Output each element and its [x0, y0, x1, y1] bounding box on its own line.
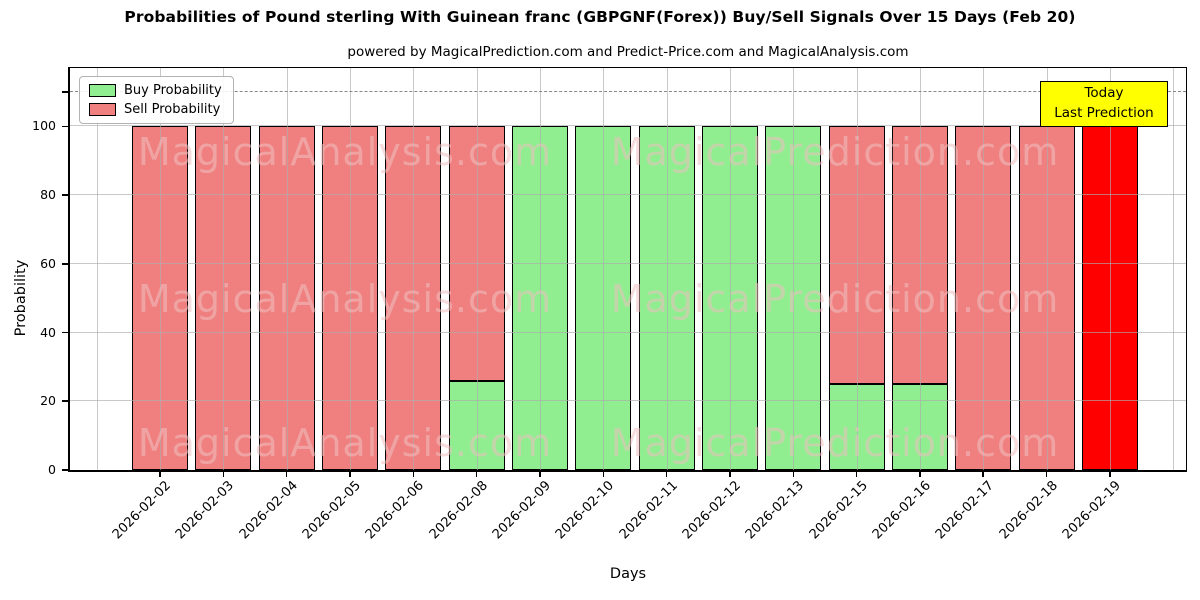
watermark-text: MagicalPrediction.com: [610, 277, 1060, 321]
y-tick: [62, 91, 69, 93]
x-tick-label: 2026-02-10: [553, 478, 618, 543]
y-tick: [62, 125, 69, 128]
x-tick-label: 2026-02-06: [363, 478, 428, 543]
y-axis-label: Probability: [13, 259, 29, 337]
x-axis-label: Days: [609, 566, 647, 582]
x-tick: [475, 471, 478, 477]
chart-title: Probabilities of Pound sterling With Gui…: [124, 8, 1076, 26]
gridline-vertical: [983, 68, 985, 470]
gridline-vertical: [603, 68, 605, 470]
x-tick-label: 2026-02-12: [679, 478, 744, 543]
x-tick-label: 2026-02-04: [236, 478, 301, 543]
legend-label-sell: Sell Probability: [124, 102, 221, 117]
gridline-vertical: [856, 68, 858, 470]
x-tick: [222, 471, 225, 477]
x-tick-label: 2026-02-11: [616, 478, 681, 543]
today-annotation-line1: Today: [1084, 85, 1124, 102]
x-tick: [1045, 471, 1048, 477]
x-tick: [349, 471, 351, 477]
y-tick: [62, 469, 69, 471]
gridline-vertical: [919, 68, 921, 470]
axis-spine-right: [1186, 67, 1187, 471]
x-tick: [159, 471, 161, 477]
legend: Buy Probability Sell Probability: [79, 76, 234, 124]
y-tick-label: 100: [32, 118, 56, 134]
watermark-text: MagicalPrediction.com: [610, 421, 1060, 465]
gridline-horizontal: [70, 125, 1186, 127]
watermark-text: MagicalAnalysis.com: [137, 421, 553, 465]
watermark-text: MagicalAnalysis.com: [137, 130, 553, 174]
y-tick-label: 20: [40, 393, 56, 409]
x-tick-label: 2026-02-09: [489, 478, 554, 543]
y-tick: [62, 331, 69, 334]
x-tick-label: 2026-02-13: [743, 478, 808, 543]
gridline-vertical: [476, 68, 478, 470]
axis-spine-left: [68, 67, 70, 472]
today-annotation-box: Today Last Prediction: [1040, 81, 1168, 127]
x-tick: [602, 471, 605, 477]
y-tick-label: 80: [40, 187, 56, 203]
gridline-horizontal: [70, 262, 1186, 264]
gridline-vertical: [1046, 68, 1048, 470]
x-tick-label: 2026-02-16: [869, 478, 934, 543]
axis-spine-top: [70, 67, 1187, 68]
x-tick: [539, 471, 541, 477]
legend-swatch-buy-icon: [89, 84, 116, 97]
gridline-vertical: [96, 68, 98, 470]
x-tick-label: 2026-02-19: [1059, 478, 1124, 543]
gridline-vertical: [349, 68, 351, 470]
legend-swatch-sell-icon: [89, 103, 116, 116]
x-tick-label: 2026-02-05: [299, 478, 364, 543]
gridline-vertical: [1109, 68, 1111, 470]
plot-area: Buy Probability Sell Probability Today L…: [70, 68, 1186, 470]
x-tick-label: 2026-02-02: [109, 478, 174, 543]
x-tick: [855, 471, 858, 477]
y-tick-label: 0: [48, 462, 56, 477]
y-tick: [62, 194, 69, 196]
watermark-text: MagicalPrediction.com: [610, 130, 1060, 174]
x-tick: [792, 471, 795, 477]
gridline-horizontal: [70, 331, 1186, 333]
axis-spine-bottom: [68, 470, 1187, 472]
gridline-vertical: [729, 68, 731, 470]
x-tick: [919, 471, 921, 477]
x-tick: [285, 471, 288, 477]
today-annotation-line2: Last Prediction: [1054, 105, 1154, 121]
gridline-vertical: [793, 68, 795, 470]
gridline-horizontal: [70, 400, 1186, 402]
x-tick: [729, 471, 731, 477]
x-tick: [412, 471, 415, 477]
x-tick-label: 2026-02-08: [426, 478, 491, 543]
watermark-text: MagicalAnalysis.com: [137, 277, 553, 321]
legend-item-buy: Buy Probability: [89, 84, 222, 97]
x-tick-label: 2026-02-03: [173, 478, 238, 543]
gridline-vertical: [160, 68, 161, 470]
gridline-vertical: [413, 68, 415, 470]
x-tick-label: 2026-02-15: [806, 478, 871, 543]
y-tick-label: 40: [40, 324, 56, 340]
y-tick-label: 60: [40, 255, 56, 271]
gridline-vertical: [539, 68, 541, 470]
x-tick: [1109, 471, 1111, 477]
x-tick-label: 2026-02-18: [996, 478, 1061, 543]
dashed-threshold-line: [70, 91, 1186, 93]
y-tick: [62, 263, 69, 265]
y-tick: [62, 400, 69, 403]
gridline-vertical: [223, 68, 225, 470]
gridline-vertical: [666, 68, 668, 470]
legend-label-buy: Buy Probability: [124, 83, 222, 98]
x-tick: [665, 471, 668, 477]
gridline-vertical: [1173, 68, 1175, 470]
gridline-horizontal: [70, 194, 1186, 196]
x-tick-label: 2026-02-17: [933, 478, 998, 543]
x-tick: [982, 471, 985, 477]
chart-subtitle: powered by MagicalPrediction.com and Pre…: [347, 44, 909, 60]
gridline-vertical: [286, 68, 288, 470]
legend-item-sell: Sell Probability: [89, 103, 222, 116]
